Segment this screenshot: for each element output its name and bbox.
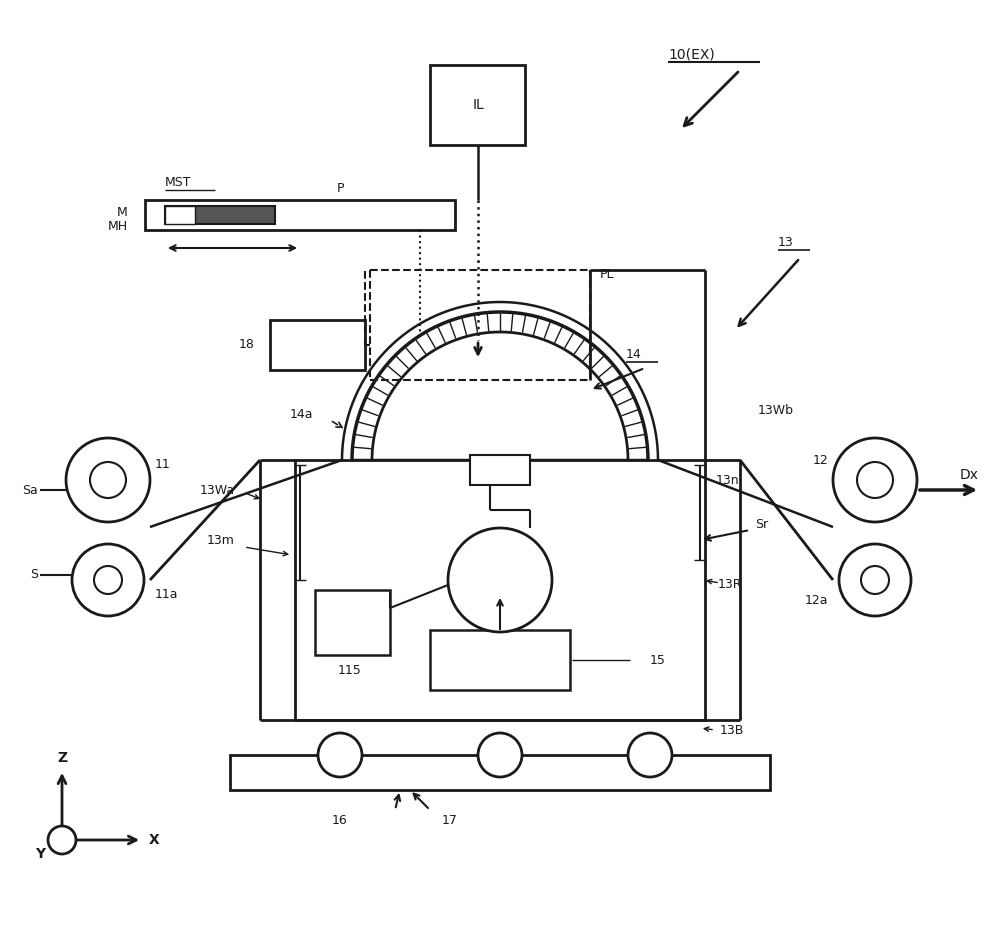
Circle shape xyxy=(448,528,552,632)
Text: 14: 14 xyxy=(626,349,642,361)
Text: 15: 15 xyxy=(650,653,666,666)
Text: 16: 16 xyxy=(332,814,348,827)
Text: 13m: 13m xyxy=(207,534,235,547)
Text: 17: 17 xyxy=(442,814,458,827)
Bar xyxy=(315,590,390,655)
Circle shape xyxy=(857,462,893,498)
Text: 11: 11 xyxy=(155,458,171,471)
Bar xyxy=(145,200,455,230)
Circle shape xyxy=(839,544,911,616)
Circle shape xyxy=(66,438,150,522)
Text: S: S xyxy=(30,568,38,581)
Circle shape xyxy=(94,566,122,594)
Text: MST: MST xyxy=(165,175,192,188)
Text: 13n: 13n xyxy=(716,474,740,486)
Text: 13R: 13R xyxy=(718,578,742,592)
Text: 18: 18 xyxy=(239,339,255,352)
Bar xyxy=(270,320,365,370)
Text: Sr: Sr xyxy=(755,519,768,532)
Text: 12: 12 xyxy=(812,453,828,466)
Circle shape xyxy=(833,438,917,522)
Text: IL: IL xyxy=(472,98,484,112)
Text: 13B: 13B xyxy=(720,723,744,736)
Bar xyxy=(230,755,770,790)
Text: P: P xyxy=(336,182,344,194)
Circle shape xyxy=(628,733,672,777)
Text: MH: MH xyxy=(108,220,128,233)
Text: Dx: Dx xyxy=(960,468,979,482)
Circle shape xyxy=(90,462,126,498)
Text: Z: Z xyxy=(57,751,67,765)
Text: 13: 13 xyxy=(778,235,794,248)
Text: Sa: Sa xyxy=(22,483,38,496)
Text: 13Wb: 13Wb xyxy=(758,403,794,416)
Bar xyxy=(470,455,530,485)
Circle shape xyxy=(318,733,362,777)
Text: M: M xyxy=(117,205,128,218)
Text: 14a: 14a xyxy=(290,409,314,422)
Circle shape xyxy=(72,544,144,616)
Text: 11a: 11a xyxy=(155,589,178,602)
Text: 13Wa: 13Wa xyxy=(200,483,235,496)
Bar xyxy=(430,65,525,145)
Bar xyxy=(430,630,570,690)
Text: 115: 115 xyxy=(338,663,362,676)
Text: 10(EX): 10(EX) xyxy=(668,48,715,62)
Bar xyxy=(295,460,705,720)
Bar xyxy=(165,206,275,224)
Circle shape xyxy=(861,566,889,594)
Circle shape xyxy=(478,733,522,777)
Bar xyxy=(165,206,195,224)
Text: PL: PL xyxy=(600,269,614,282)
Circle shape xyxy=(48,826,76,854)
Text: 12a: 12a xyxy=(804,593,828,606)
Text: Y: Y xyxy=(35,847,45,861)
Text: X: X xyxy=(149,833,159,847)
